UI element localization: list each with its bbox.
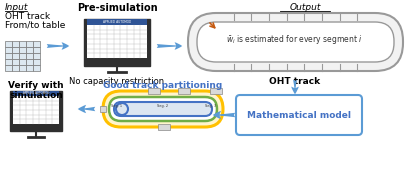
FancyBboxPatch shape (109, 97, 217, 121)
Bar (178, 88, 190, 94)
Bar (5, 59, 12, 65)
FancyBboxPatch shape (84, 19, 150, 66)
Text: Output: Output (289, 3, 321, 12)
Text: Seg. 3: Seg. 3 (205, 104, 216, 108)
Bar (19, 59, 26, 65)
Text: Good track partitioning: Good track partitioning (103, 81, 222, 90)
Bar (13, 95, 59, 124)
Bar (26, 65, 33, 71)
Text: Seg. 2: Seg. 2 (157, 104, 168, 108)
Bar (87, 23, 147, 58)
Text: Verify with
simulation: Verify with simulation (8, 81, 64, 100)
Bar (19, 65, 26, 71)
FancyBboxPatch shape (114, 102, 212, 116)
Bar (26, 47, 33, 53)
Bar (33, 59, 40, 65)
Bar (5, 41, 12, 47)
Bar (26, 53, 33, 59)
Bar (33, 47, 40, 53)
Text: Seg. 1: Seg. 1 (111, 104, 122, 108)
Bar (148, 88, 160, 94)
Bar (12, 59, 19, 65)
Bar (13, 91, 59, 96)
Bar (87, 19, 147, 25)
Bar (33, 41, 40, 47)
Bar (26, 59, 33, 65)
Circle shape (116, 103, 128, 115)
Text: Mathematical model: Mathematical model (247, 110, 351, 120)
Bar (12, 65, 19, 71)
Text: Input: Input (5, 3, 28, 12)
Text: From/to table: From/to table (5, 20, 66, 29)
Bar (12, 47, 19, 53)
Bar (19, 41, 26, 47)
Text: OHT track: OHT track (5, 12, 50, 21)
Bar (5, 65, 12, 71)
Bar (210, 88, 222, 94)
FancyBboxPatch shape (197, 22, 394, 62)
Text: $\bar{w}_i$ is estimated for every segment $i$: $\bar{w}_i$ is estimated for every segme… (226, 34, 363, 46)
Bar (12, 53, 19, 59)
Bar (19, 47, 26, 53)
FancyBboxPatch shape (10, 91, 62, 131)
Bar (26, 41, 33, 47)
Text: OHT track: OHT track (269, 77, 320, 86)
Bar (100, 106, 106, 112)
Bar (5, 53, 12, 59)
FancyBboxPatch shape (103, 91, 223, 127)
FancyBboxPatch shape (236, 95, 362, 135)
Bar (5, 47, 12, 53)
Text: APPLIED AUTOMOD: APPLIED AUTOMOD (23, 92, 49, 96)
FancyBboxPatch shape (188, 13, 403, 71)
Bar (19, 53, 26, 59)
Bar (33, 65, 40, 71)
Bar (158, 124, 170, 130)
Text: Pre-simulation: Pre-simulation (77, 3, 157, 13)
Bar (12, 41, 19, 47)
Text: No capacity restriction: No capacity restriction (69, 77, 165, 86)
Text: APPLIED AUTOMOD: APPLIED AUTOMOD (103, 20, 131, 24)
Bar (33, 53, 40, 59)
